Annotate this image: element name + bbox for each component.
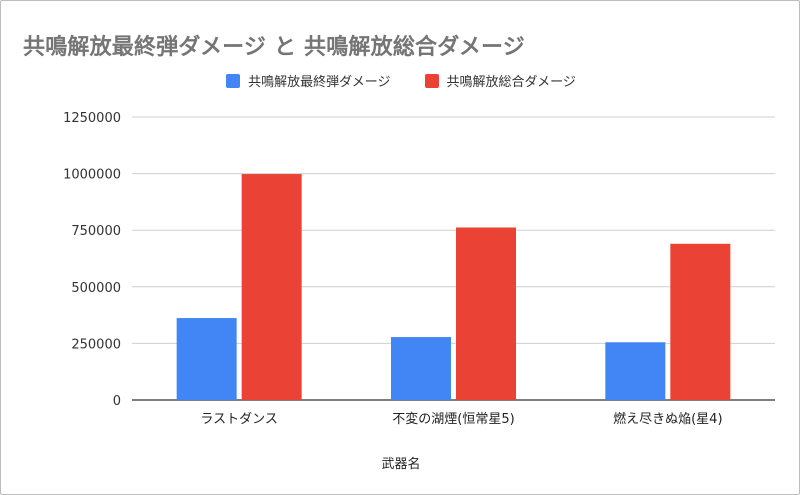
legend-swatch-final-shot: [226, 73, 241, 88]
bar-total-2: [670, 243, 731, 400]
x-axis-title: 武器名: [381, 457, 421, 472]
x-tick-label-1: 不変の湖煙(恒常星5): [392, 411, 514, 427]
x-tick-label-2: 燃え尽きぬ焔(星4): [613, 411, 722, 427]
bar-final-shot-0: [176, 318, 237, 400]
bar-final-shot-1: [391, 337, 451, 400]
y-tick-label-0: 0: [113, 394, 121, 409]
legend-label-total: 共鳴解放総合ダメージ: [446, 75, 576, 90]
bar-final-shot-2: [605, 342, 666, 400]
legend: 共鳴解放最終弾ダメージ 共鳴解放総合ダメージ: [1, 71, 800, 90]
y-tick-label-1000000: 1000000: [63, 168, 121, 183]
legend-item-total: 共鳴解放総合ダメージ: [424, 71, 576, 90]
bar-total-1: [456, 227, 516, 400]
y-tick-label-1250000: 1250000: [63, 111, 121, 126]
y-tick-label-500000: 500000: [71, 281, 121, 296]
legend-swatch-total: [424, 73, 439, 88]
bar-total-0: [241, 174, 302, 400]
y-tick-label-750000: 750000: [71, 224, 121, 239]
legend-label-final-shot: 共鳴解放最終弾ダメージ: [248, 75, 391, 90]
y-tick-label-250000: 250000: [71, 337, 121, 352]
legend-item-final-shot: 共鳴解放最終弾ダメージ: [226, 71, 391, 90]
x-tick-label-0: ラストダンス: [200, 412, 277, 427]
chart-title: 共鳴解放最終弾ダメージ と 共鳴解放総合ダメージ: [23, 35, 525, 60]
